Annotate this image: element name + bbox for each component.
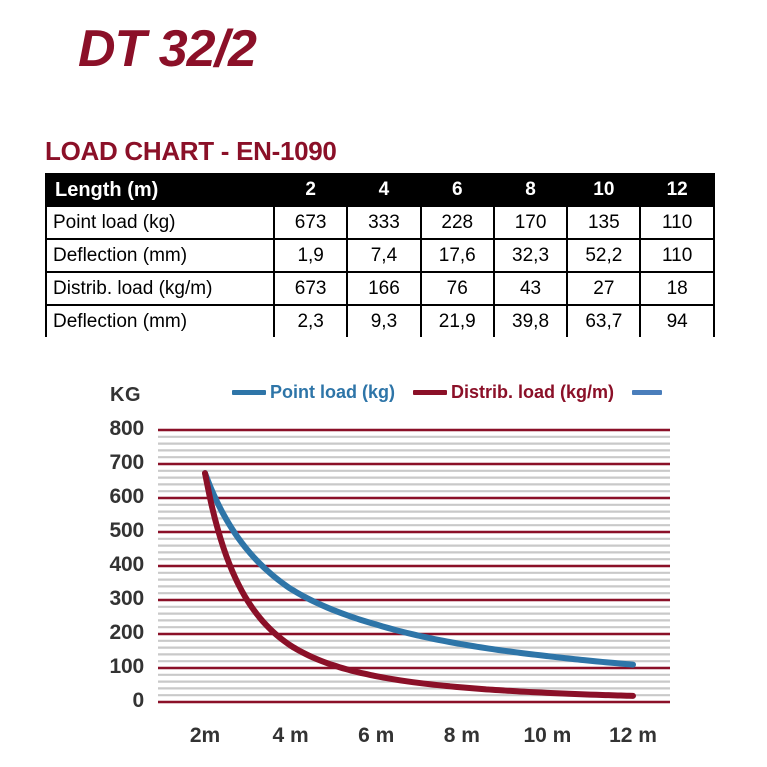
table-cell: 63,7 bbox=[566, 304, 642, 337]
legend-swatch-distrib-load bbox=[413, 390, 447, 395]
x-axis-tick-6m: 6 m bbox=[358, 724, 395, 747]
table-cell: 170 bbox=[492, 205, 569, 239]
table-cell: 135 bbox=[566, 205, 642, 239]
legend-label-distrib-load: Distrib. load (kg/m) bbox=[451, 382, 615, 402]
table-header-cell-length: Length (m) bbox=[45, 173, 275, 206]
row-label: Distrib. load (kg/m) bbox=[45, 271, 275, 305]
legend-swatch-extra bbox=[632, 390, 663, 395]
table-cell: 52,2 bbox=[566, 238, 642, 272]
y-axis-tick-300: 300 bbox=[109, 587, 145, 610]
page-title: DT 32/2 bbox=[78, 20, 257, 78]
table-cell: 9,3 bbox=[346, 304, 422, 337]
table-cell: 110 bbox=[639, 238, 715, 272]
table-row: Deflection (mm) 1,9 7,4 17,6 32,3 52,2 1… bbox=[45, 238, 715, 272]
table-header-cell-6: 6 bbox=[419, 173, 495, 206]
legend-entry-extra bbox=[632, 390, 663, 395]
table-row: Distrib. load (kg/m) 673 166 76 43 27 18 bbox=[45, 271, 715, 305]
x-axis-tick-4m: 4 m bbox=[272, 724, 309, 747]
x-axis-tick-8m: 8 m bbox=[443, 724, 480, 747]
table-cell: 17,6 bbox=[419, 238, 495, 272]
load-chart-table: Length (m) 2 4 6 8 10 12 Point load (kg)… bbox=[45, 173, 715, 337]
table-row: Deflection (mm) 2,3 9,3 21,9 39,8 63,7 9… bbox=[45, 304, 715, 337]
y-axis-tick-500: 500 bbox=[109, 519, 145, 542]
table-header-row: Length (m) 2 4 6 8 10 12 bbox=[45, 173, 715, 206]
table-row: Point load (kg) 673 333 228 170 135 110 bbox=[45, 205, 715, 239]
table-cell: 43 bbox=[492, 271, 569, 305]
table-cell: 110 bbox=[639, 205, 715, 239]
series-line-distrib-load bbox=[202, 470, 636, 699]
legend-label-point-load: Point load (kg) bbox=[270, 382, 395, 402]
table-cell: 228 bbox=[419, 205, 495, 239]
y-axis-tick-400: 400 bbox=[109, 553, 145, 576]
y-axis-tick-800: 800 bbox=[109, 417, 145, 440]
table-header-cell-4: 4 bbox=[346, 173, 422, 206]
chart-unit-label: KG bbox=[110, 384, 141, 406]
row-label: Point load (kg) bbox=[45, 205, 275, 239]
y-axis-tick-700: 700 bbox=[109, 451, 145, 474]
table-cell: 1,9 bbox=[272, 238, 349, 272]
chart-legend: Point load (kg) Distrib. load (kg/m) bbox=[232, 382, 680, 403]
table-cell: 2,3 bbox=[272, 304, 349, 337]
table-cell: 7,4 bbox=[346, 238, 422, 272]
table-cell: 18 bbox=[639, 271, 715, 305]
x-axis-tick-2m: 2m bbox=[189, 724, 221, 747]
y-axis-tick-100: 100 bbox=[109, 655, 145, 678]
y-axis-tick-600: 600 bbox=[109, 485, 145, 508]
table-header-cell-8: 8 bbox=[492, 173, 569, 206]
table-cell: 76 bbox=[419, 271, 495, 305]
y-axis-tick-0: 0 bbox=[132, 689, 145, 712]
series-line-point-load bbox=[202, 470, 636, 668]
table-cell: 27 bbox=[566, 271, 642, 305]
table-cell: 94 bbox=[639, 304, 715, 337]
legend-swatch-point-load bbox=[232, 390, 266, 395]
x-axis-tick-10m: 10 m bbox=[523, 724, 572, 747]
table-header-cell-2: 2 bbox=[272, 173, 349, 206]
table-header-cell-10: 10 bbox=[566, 173, 642, 206]
legend-entry-point-load: Point load (kg) bbox=[232, 382, 395, 403]
load-chart-plot: 800 700 600 500 400 300 200 100 0 2m 4 m 6 m 8 m 10 … bbox=[0, 370, 767, 767]
table-cell: 673 bbox=[272, 205, 349, 239]
y-axis-tick-200: 200 bbox=[109, 621, 145, 644]
legend-entry-distrib-load: Distrib. load (kg/m) bbox=[413, 382, 614, 403]
row-label: Deflection (mm) bbox=[45, 238, 275, 272]
table-cell: 333 bbox=[346, 205, 422, 239]
table-header-cell-12: 12 bbox=[639, 173, 715, 206]
table-cell: 32,3 bbox=[492, 238, 569, 272]
x-axis-tick-12m: 12 m bbox=[609, 724, 657, 747]
table-cell: 39,8 bbox=[492, 304, 569, 337]
table-cell: 673 bbox=[272, 271, 349, 305]
table-cell: 166 bbox=[346, 271, 422, 305]
table-cell: 21,9 bbox=[419, 304, 495, 337]
load-chart-heading: LOAD CHART - EN-1090 bbox=[45, 136, 337, 166]
chart-svg bbox=[158, 428, 670, 704]
row-label: Deflection (mm) bbox=[45, 304, 275, 337]
